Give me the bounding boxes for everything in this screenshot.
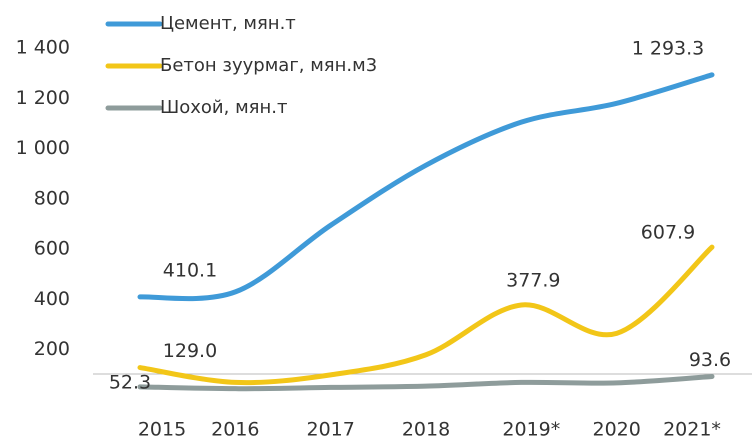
data-label: 1 293.3 <box>632 37 705 59</box>
data-label: 129.0 <box>163 340 217 362</box>
data-label: 93.6 <box>689 349 731 371</box>
x-tick-label: 2016 <box>211 419 259 441</box>
x-tick-label: 2020 <box>592 419 640 441</box>
y-tick-label: 1 200 <box>16 87 70 109</box>
line-series <box>137 72 715 302</box>
data-label: 607.9 <box>641 222 695 244</box>
y-tick-label: 600 <box>34 238 70 260</box>
legend-label: Шохой, мян.т <box>160 97 287 118</box>
x-tick-label: 2021* <box>663 419 721 441</box>
data-label: 52.3 <box>109 371 151 393</box>
x-tick-label: 2019* <box>502 419 560 441</box>
data-label: 410.1 <box>163 259 217 281</box>
y-tick-label: 200 <box>34 338 70 360</box>
y-tick-label: 1 000 <box>16 137 70 159</box>
x-tick-label: 2017 <box>306 419 354 441</box>
y-tick-label: 400 <box>34 288 70 310</box>
x-tick-label: 2018 <box>402 419 450 441</box>
y-tick-label: 1 400 <box>16 37 70 59</box>
data-label: 377.9 <box>506 269 560 291</box>
line-series <box>137 244 715 386</box>
y-tick-label: 800 <box>34 187 70 209</box>
line-series <box>137 373 715 392</box>
legend-label: Цемент, мян.т <box>160 13 296 34</box>
x-tick-label: 2015 <box>138 419 186 441</box>
legend-label: Бетон зуурмаг, мян.м3 <box>160 55 377 76</box>
